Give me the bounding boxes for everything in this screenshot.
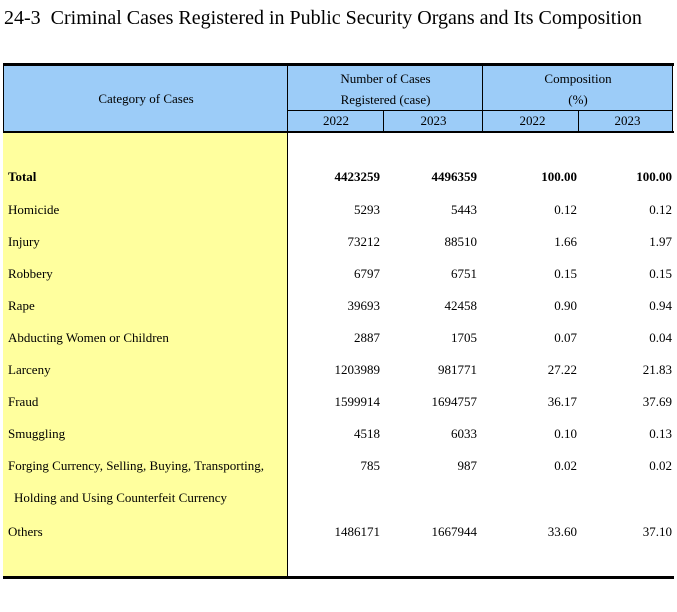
header-composition-line1: Composition — [544, 71, 612, 86]
row-value-number-2022: 1486171 — [334, 524, 381, 539]
header-number-of-cases: Number of Cases Registered (case) — [288, 66, 483, 112]
table-row-forging-currency-line2: Holding and Using Counterfeit Currency — [3, 488, 673, 508]
row-value-composition-2022: 1.66 — [554, 234, 577, 249]
row-value-number-2022: 5293 — [354, 202, 380, 217]
header-year-number-2023: 2023 — [420, 112, 447, 128]
row-label: Forging Currency, Selling, Buying, Trans… — [8, 458, 265, 473]
header-year-number-2022: 2022 — [323, 112, 349, 128]
row-value-composition-2022: 0.15 — [554, 266, 577, 281]
row-value-composition-2023: 37.69 — [642, 394, 672, 409]
row-value-composition-2022: 100.00 — [541, 169, 577, 184]
table-row-others: Others 1486171 1667944 33.60 37.10 — [3, 522, 673, 542]
table-header: Category of Cases Number of Cases Regist… — [3, 66, 673, 131]
row-value-composition-2023: 100.00 — [636, 169, 672, 184]
row-label: Total — [8, 169, 37, 184]
header-number-years-divider — [383, 110, 384, 131]
row-value-composition-2022: 0.10 — [554, 426, 577, 441]
row-value-composition-2022: 36.17 — [547, 394, 577, 409]
table-title: 24-3 Criminal Cases Registered in Public… — [4, 7, 642, 29]
row-value-number-2023: 1667944 — [431, 524, 478, 539]
row-value-number-2022: 1203989 — [334, 362, 381, 377]
row-label: Fraud — [8, 394, 39, 409]
table-row-fraud: Fraud 1599914 1694757 36.17 37.69 — [3, 392, 673, 412]
category-column-divider — [287, 66, 288, 576]
row-label: Rape — [8, 298, 35, 313]
row-value-composition-2022: 0.07 — [554, 330, 577, 345]
row-value-number-2023: 981771 — [438, 362, 477, 377]
header-number-line2: Registered (case) — [340, 92, 431, 107]
row-label: Robbery — [8, 266, 53, 281]
category-column-background — [3, 133, 287, 576]
table-row-larceny: Larceny 1203989 981771 27.22 21.83 — [3, 360, 673, 380]
row-value-number-2022: 785 — [360, 458, 381, 473]
row-value-number-2023: 88510 — [444, 234, 478, 249]
header-composition-line2: (%) — [568, 92, 588, 107]
row-value-composition-2023: 1.97 — [649, 234, 672, 249]
row-value-composition-2022: 27.22 — [547, 362, 577, 377]
table-row-homicide: Homicide 5293 5443 0.12 0.12 — [3, 200, 673, 220]
table-row-rape: Rape 39693 42458 0.90 0.94 — [3, 296, 673, 316]
row-value-composition-2023: 37.10 — [642, 524, 672, 539]
header-year-composition-2023: 2023 — [614, 112, 641, 128]
row-value-number-2022: 1599914 — [334, 394, 381, 409]
table-top-border — [3, 63, 674, 66]
row-label: Larceny — [8, 362, 51, 377]
row-value-number-2023: 987 — [457, 458, 478, 473]
header-year-composition-2022: 2022 — [519, 112, 546, 128]
header-category-of-cases: Category of Cases — [98, 90, 194, 106]
row-value-number-2022: 2887 — [354, 330, 380, 345]
row-value-composition-2022: 0.90 — [554, 298, 577, 313]
row-value-composition-2022: 0.02 — [554, 458, 577, 473]
row-value-composition-2023: 0.02 — [649, 458, 672, 473]
row-value-number-2022: 73212 — [347, 234, 381, 249]
table-row-abducting: Abducting Women or Children 2887 1705 0.… — [3, 328, 673, 348]
header-number-line1: Number of Cases — [340, 71, 431, 86]
table-row-robbery: Robbery 6797 6751 0.15 0.15 — [3, 264, 673, 284]
row-value-number-2023: 6751 — [451, 266, 477, 281]
row-label: Injury — [8, 234, 40, 249]
row-value-composition-2023: 0.13 — [649, 426, 672, 441]
header-bottom-border — [3, 131, 674, 133]
row-value-composition-2023: 0.94 — [649, 298, 672, 313]
row-value-composition-2023: 0.04 — [649, 330, 672, 345]
table-row-smuggling: Smuggling 4518 6033 0.10 0.13 — [3, 424, 673, 444]
row-value-number-2023: 42458 — [444, 298, 478, 313]
row-label-continuation: Holding and Using Counterfeit Currency — [14, 490, 228, 505]
row-value-composition-2022: 33.60 — [547, 524, 577, 539]
row-value-composition-2022: 0.12 — [554, 202, 577, 217]
row-value-number-2023: 4496359 — [431, 169, 478, 184]
row-value-number-2022: 4518 — [354, 426, 380, 441]
row-value-composition-2023: 21.83 — [642, 362, 672, 377]
row-label: Abducting Women or Children — [8, 330, 169, 345]
row-value-composition-2023: 0.15 — [649, 266, 672, 281]
row-value-number-2023: 1694757 — [431, 394, 478, 409]
header-group-divider — [482, 66, 483, 131]
table-row-forging-currency: Forging Currency, Selling, Buying, Trans… — [3, 456, 673, 476]
row-label: Others — [8, 524, 43, 539]
table-row-total: Total 4423259 4496359 100.00 100.00 — [3, 167, 673, 187]
row-label: Homicide — [8, 202, 60, 217]
row-value-composition-2023: 0.12 — [649, 202, 672, 217]
row-value-number-2023: 6033 — [451, 426, 477, 441]
row-value-number-2022: 4423259 — [334, 169, 381, 184]
table-bottom-border — [3, 576, 674, 579]
header-composition-years-divider — [578, 110, 579, 131]
row-label: Smuggling — [8, 426, 66, 441]
row-value-number-2022: 39693 — [347, 298, 381, 313]
row-value-number-2023: 5443 — [451, 202, 477, 217]
header-subrow-divider — [287, 110, 673, 111]
row-value-number-2023: 1705 — [451, 330, 477, 345]
row-value-number-2022: 6797 — [354, 266, 380, 281]
table-row-injury: Injury 73212 88510 1.66 1.97 — [3, 232, 673, 252]
header-composition: Composition (%) — [483, 66, 673, 112]
